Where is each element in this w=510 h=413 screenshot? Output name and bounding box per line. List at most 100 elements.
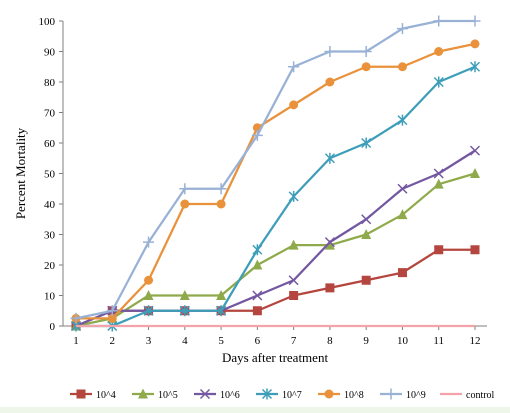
series-10-4-point [397,268,407,278]
legend-item-10-4-point [76,389,86,399]
x-axis-title: Days after treatment [222,350,329,365]
y-tick-label: 60 [44,138,56,150]
series-10-9-point [469,15,481,27]
x-tick-label: 7 [291,335,297,347]
y-tick-label: 20 [44,260,56,272]
series-10-8-line [76,42,476,320]
series-10-4-point [252,306,262,316]
series-10-6-point [288,275,299,286]
legend-item-control-label: control [466,390,495,401]
y-tick-label: 0 [50,321,56,333]
x-tick-label: 12 [470,335,481,347]
series-10-9-point [215,183,227,195]
series-10-6-point [397,183,408,194]
y-tick-label: 10 [44,291,56,303]
series-10-5-point [216,290,227,300]
series-10-5-point [143,290,154,300]
bottom-edge-strip [0,407,510,413]
legend-item-10-4-label: 10^4 [96,390,116,401]
series-10-6-point [252,290,263,301]
series-10-9-point [324,46,336,57]
legend-item-10-9-label: 10^9 [406,390,426,401]
series-10-7-line [76,65,476,328]
series-10-7-point [433,76,444,88]
y-axis-title: Percent Mortality [13,127,28,219]
series-10-9-point [143,236,155,248]
legend-item-10-5: 10^5 [132,388,178,401]
legend-item-10-8: 10^8 [318,389,364,401]
series-10-7-point [397,114,408,126]
series-10-5-point [361,229,372,239]
y-tick-label: 70 [44,108,56,120]
series-10-8 [71,39,480,323]
series-10-4-point [470,245,480,255]
x-tick-label: 2 [110,335,116,347]
x-tick-label: 10 [397,335,409,347]
series-10-5-point [288,239,299,250]
series-10-9-point [70,312,82,324]
y-tick-label: 30 [44,230,56,242]
legend-item-10-9: 10^9 [380,388,426,401]
series-10-4-point [325,283,335,293]
series-10-7-point [252,244,263,256]
y-tick-label: 90 [44,47,56,59]
series-10-5-point [433,178,444,189]
x-tick-label: 9 [363,335,369,347]
legend-item-10-5-point [138,388,148,399]
series-10-7-point [216,305,227,317]
y-tick-label: 50 [44,169,56,181]
x-tick-label: 8 [327,335,333,347]
series-10-9 [70,15,481,324]
legend-item-10-4: 10^4 [70,389,116,401]
legend-item-10-6: 10^6 [194,388,240,401]
series-10-9-point [396,23,408,35]
series-10-8-point [107,313,117,323]
series-10-7-point [179,305,190,317]
x-tick-label: 4 [182,335,188,347]
legend-item-10-9-point [385,388,397,400]
series-10-5-point [397,209,408,220]
series-10-8-point [289,100,299,110]
series-10-5-line [75,172,476,328]
series-10-4-point [434,245,444,255]
data-series [70,15,481,332]
series-10-8-point [325,77,335,87]
legend-item-10-7-point [261,388,273,400]
y-tick-label: 80 [44,77,56,89]
series-10-5-point [470,168,480,178]
series-10-7-point [288,190,299,202]
y-tick-label: 100 [39,16,56,28]
series-10-7-point [469,61,481,73]
series-10-9-point [288,61,300,73]
series-10-7-point [324,152,335,164]
series-10-9-point [179,183,191,195]
x-tick-label: 3 [146,335,152,347]
y-axis-ticks: 0 10 20 30 40 50 60 70 80 90 100 [39,16,63,333]
legend-item-10-6-label: 10^6 [220,390,240,401]
series-10-6-point [469,145,481,156]
x-tick-label: 11 [433,335,444,347]
series-10-5-point [252,259,263,270]
series-10-9-point [433,15,445,27]
legend-item-10-8-label: 10^8 [344,390,364,401]
series-10-8-point [361,62,371,72]
x-tick-label: 6 [255,335,261,347]
series-10-9-point [360,46,372,57]
series-10-8-point [216,199,226,209]
series-10-9-point [106,305,118,317]
legend-item-10-5-label: 10^5 [158,390,178,401]
series-10-6-point [361,214,372,225]
legend-item-10-7-label: 10^7 [282,390,302,401]
legend: 10^4 10^5 10^6 10^7 10^8 10^9 control [70,388,495,401]
series-10-8-point [470,39,480,49]
y-tick-label: 40 [44,199,56,211]
series-10-6-point [324,237,335,248]
x-tick-label: 5 [218,335,224,347]
series-10-8-point [397,62,407,72]
series-10-7-point [143,305,154,317]
series-10-4-point [361,275,371,285]
series-10-9-line [75,19,475,320]
